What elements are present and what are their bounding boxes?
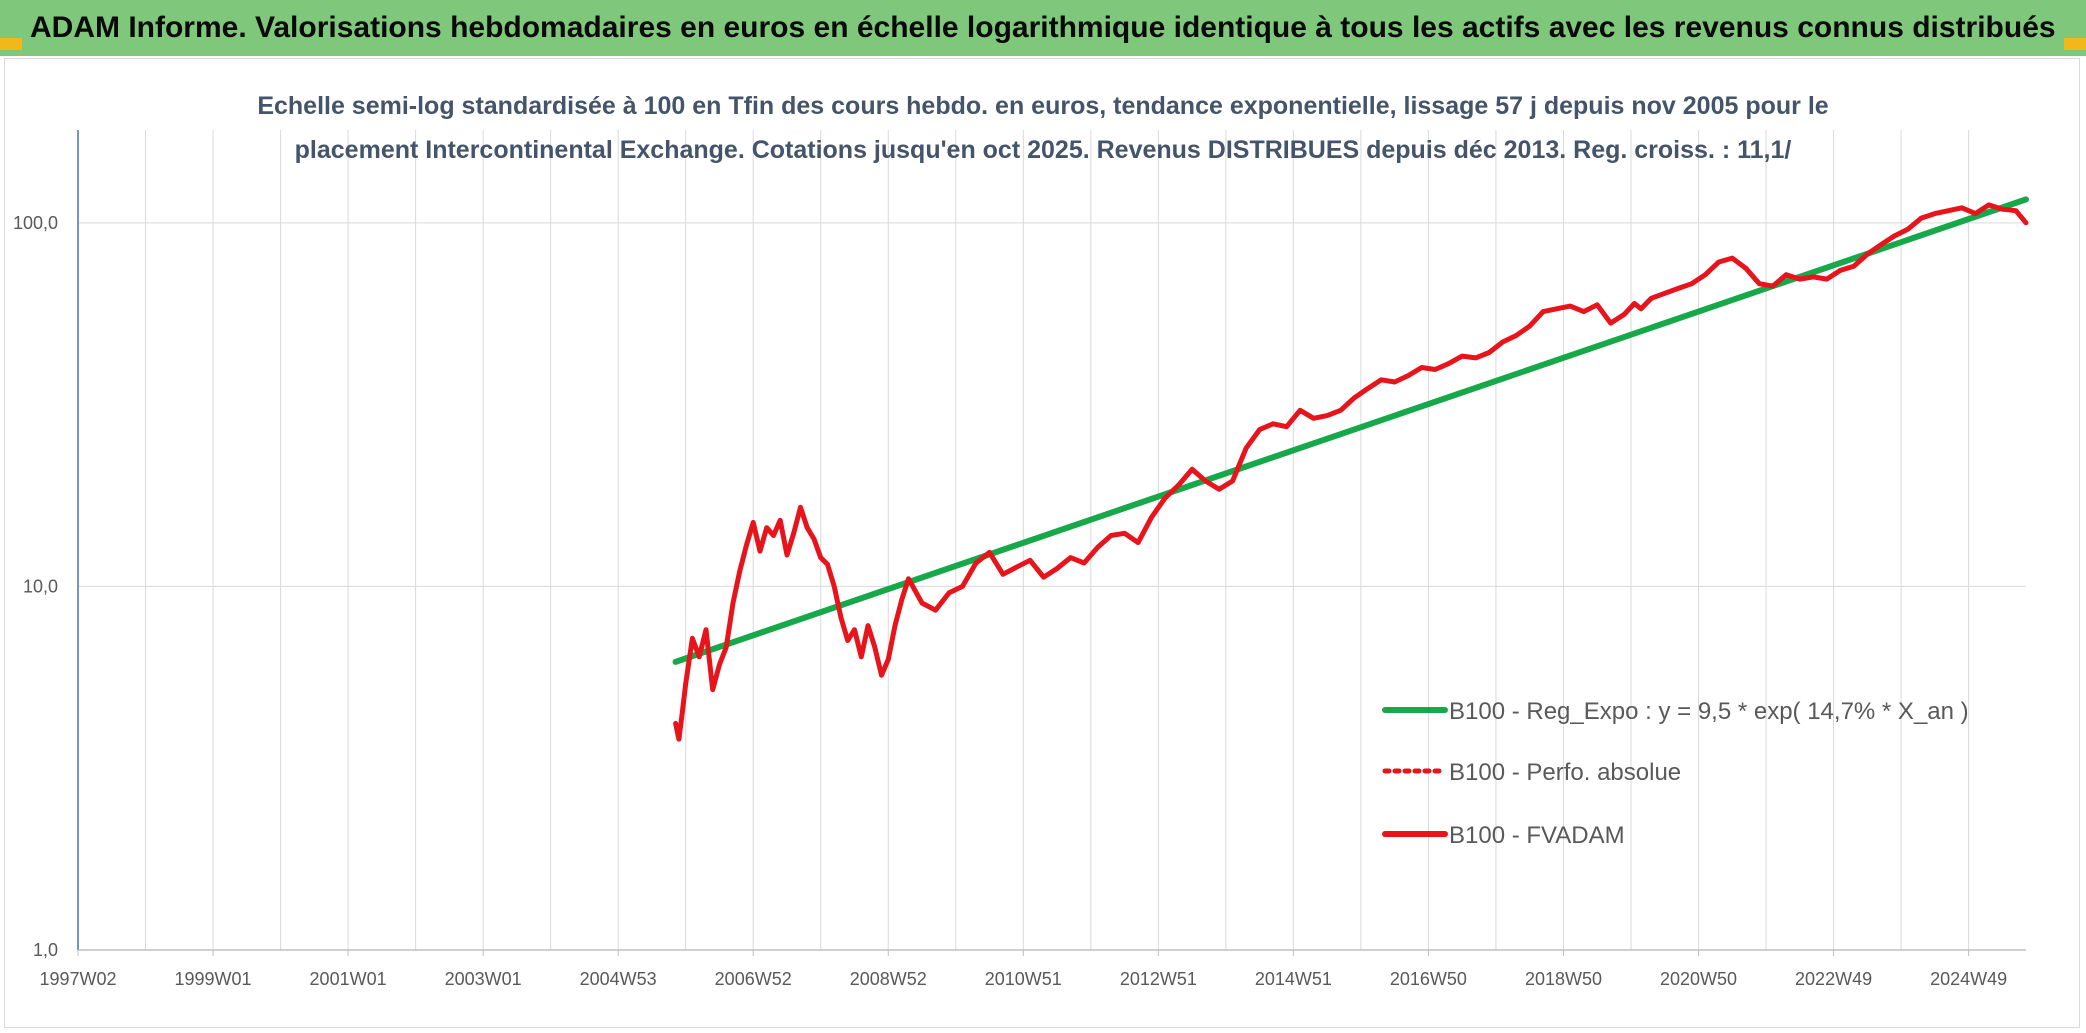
legend-label: B100 - FVADAM	[1449, 822, 1625, 849]
price-line	[673, 202, 2029, 742]
x-tick-label: 2024W49	[1930, 969, 2007, 989]
x-tick-label: 2010W51	[985, 969, 1062, 989]
series-layer	[672, 196, 2029, 742]
y-tick-label: 10,0	[23, 576, 58, 596]
chart-legend: B100 - Reg_Expo : y = 9,5 * exp( 14,7% *…	[1382, 698, 1969, 849]
x-tick-label: 2006W52	[715, 969, 792, 989]
page-header: ADAM Informe. Valorisations hebdomadaire…	[0, 0, 2086, 56]
page-title: ADAM Informe. Valorisations hebdomadaire…	[30, 11, 2056, 44]
trend-line	[672, 196, 2029, 665]
x-tick-label: 1997W02	[39, 969, 116, 989]
corner-accent-left	[0, 38, 22, 50]
x-tick-label: 1999W01	[175, 969, 252, 989]
axis-layer: 1,0 10,0 100,0 1997W02 1999W01 2001W01 2003W01…	[13, 130, 2026, 989]
legend-label: B100 - Perfo. absolue	[1449, 759, 1681, 786]
y-tick-label: 1,0	[33, 940, 58, 960]
x-tick-label: 2018W50	[1525, 969, 1602, 989]
x-tick-label: 2012W51	[1120, 969, 1197, 989]
y-tick-label: 100,0	[13, 213, 58, 233]
chart-subtitle-line-1: Echelle semi-log standardisée à 100 en T…	[257, 92, 1828, 120]
grid-layer	[78, 130, 2026, 951]
x-tick-label: 2014W51	[1255, 969, 1332, 989]
chart-area	[4, 58, 2080, 1028]
x-tick-label: 2001W01	[310, 969, 387, 989]
corner-accent-right	[2064, 38, 2086, 50]
legend-label: B100 - Reg_Expo : y = 9,5 * exp( 14,7% *…	[1449, 698, 1969, 725]
x-tick-label: 2016W50	[1390, 969, 1467, 989]
chart-subtitle-line-2: placement Intercontinental Exchange. Cot…	[295, 136, 1792, 164]
x-tick-label: 2020W50	[1660, 969, 1737, 989]
x-tick-label: 2004W53	[580, 969, 657, 989]
x-tick-label: 2022W49	[1795, 969, 1872, 989]
x-tick-label: 2003W01	[445, 969, 522, 989]
x-tick-label: 2008W52	[850, 969, 927, 989]
